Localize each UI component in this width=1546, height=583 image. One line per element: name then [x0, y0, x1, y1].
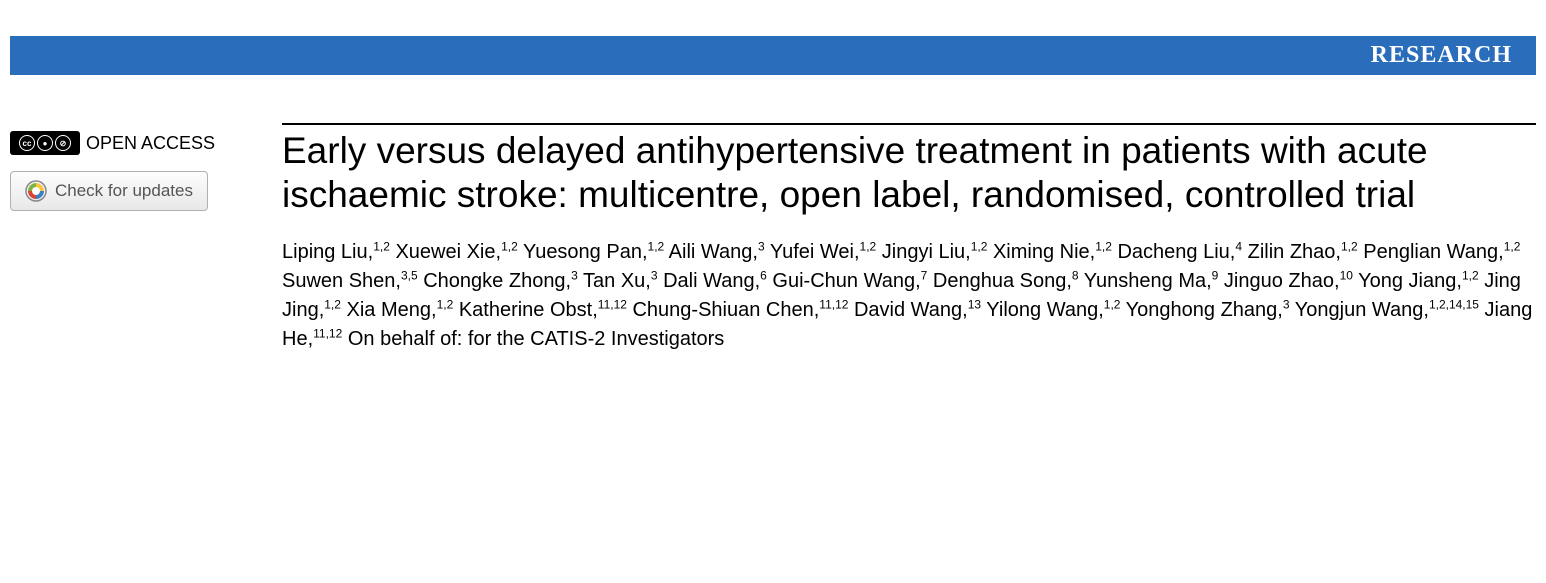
author-name: Jingyi Liu, [882, 241, 971, 263]
author-affiliation: 1,2 [971, 239, 988, 253]
author-name: Yongjun Wang, [1295, 299, 1429, 321]
author-name: Dacheng Liu, [1117, 241, 1235, 263]
author-name: Dali Wang, [663, 270, 760, 292]
author-name: Yong Jiang, [1358, 270, 1462, 292]
author-affiliation: 13 [968, 297, 981, 311]
author-name: Xia Meng, [347, 299, 437, 321]
author-name: Suwen Shen, [282, 270, 401, 292]
article-title: Early versus delayed antihypertensive tr… [282, 129, 1536, 218]
author-name: Tan Xu, [583, 270, 651, 292]
sidebar: cc●⊘ OPEN ACCESS Check for updates [10, 123, 282, 354]
author-name: Yuesong Pan, [523, 241, 648, 263]
author-name: Yufei Wei, [770, 241, 860, 263]
author-affiliation: 1,2 [1462, 268, 1479, 282]
author-name: Yilong Wang, [986, 299, 1103, 321]
author-affiliation: 3 [651, 268, 658, 282]
open-access-badge: cc●⊘ OPEN ACCESS [10, 131, 282, 155]
author-affiliation: 3 [758, 239, 765, 253]
on-behalf-text: On behalf of: for the CATIS-2 Investigat… [348, 328, 724, 350]
author-affiliation: 11,12 [598, 297, 627, 311]
crossmark-icon [25, 180, 47, 202]
author-name: Yonghong Zhang, [1126, 299, 1283, 321]
open-access-label: OPEN ACCESS [86, 133, 215, 154]
author-affiliation: 1,2 [373, 239, 390, 253]
author-name: Zilin Zhao, [1248, 241, 1341, 263]
author-affiliation: 8 [1072, 268, 1079, 282]
author-affiliation: 3 [1283, 297, 1290, 311]
author-affiliation: 11,12 [313, 326, 342, 340]
author-affiliation: 6 [760, 268, 767, 282]
author-affiliation: 1,2 [1504, 239, 1521, 253]
author-name: Chung-Shiuan Chen, [632, 299, 819, 321]
author-name: Katherine Obst, [459, 299, 598, 321]
author-affiliation: 1,2 [1095, 239, 1112, 253]
author-name: Gui-Chun Wang, [772, 270, 920, 292]
author-affiliation: 3 [571, 268, 578, 282]
author-name: Liping Liu, [282, 241, 373, 263]
article-header: Early versus delayed antihypertensive tr… [282, 123, 1536, 354]
section-banner: RESEARCH [10, 36, 1536, 75]
author-affiliation: 1,2 [1104, 297, 1121, 311]
author-affiliation: 1,2 [501, 239, 518, 253]
author-name: Jinguo Zhao, [1224, 270, 1340, 292]
author-name: Ximing Nie, [993, 241, 1095, 263]
author-affiliation: 3,5 [401, 268, 418, 282]
author-affiliation: 1,2,14,15 [1429, 297, 1479, 311]
author-affiliation: 1,2 [860, 239, 877, 253]
author-affiliation: 4 [1235, 239, 1242, 253]
author-affiliation: 1,2 [648, 239, 665, 253]
author-affiliation: 10 [1340, 268, 1353, 282]
check-updates-button[interactable]: Check for updates [10, 171, 208, 211]
author-name: Denghua Song, [933, 270, 1072, 292]
author-name: Penglian Wang, [1363, 241, 1503, 263]
check-updates-label: Check for updates [55, 181, 193, 201]
author-affiliation: 9 [1212, 268, 1219, 282]
author-affiliation: 1,2 [1341, 239, 1358, 253]
author-affiliation: 1,2 [324, 297, 341, 311]
cc-license-icon: cc●⊘ [10, 131, 80, 155]
author-affiliation: 11,12 [819, 297, 848, 311]
author-name: Chongke Zhong, [423, 270, 571, 292]
content-row: cc●⊘ OPEN ACCESS Check for updates Early… [0, 123, 1546, 354]
author-name: David Wang, [854, 299, 968, 321]
author-name: Yunsheng Ma, [1084, 270, 1212, 292]
author-affiliation: 7 [921, 268, 928, 282]
author-name: Aili Wang, [669, 241, 758, 263]
author-affiliation: 1,2 [437, 297, 454, 311]
author-list: Liping Liu,1,2 Xuewei Xie,1,2 Yuesong Pa… [282, 238, 1536, 354]
author-name: Xuewei Xie, [395, 241, 501, 263]
